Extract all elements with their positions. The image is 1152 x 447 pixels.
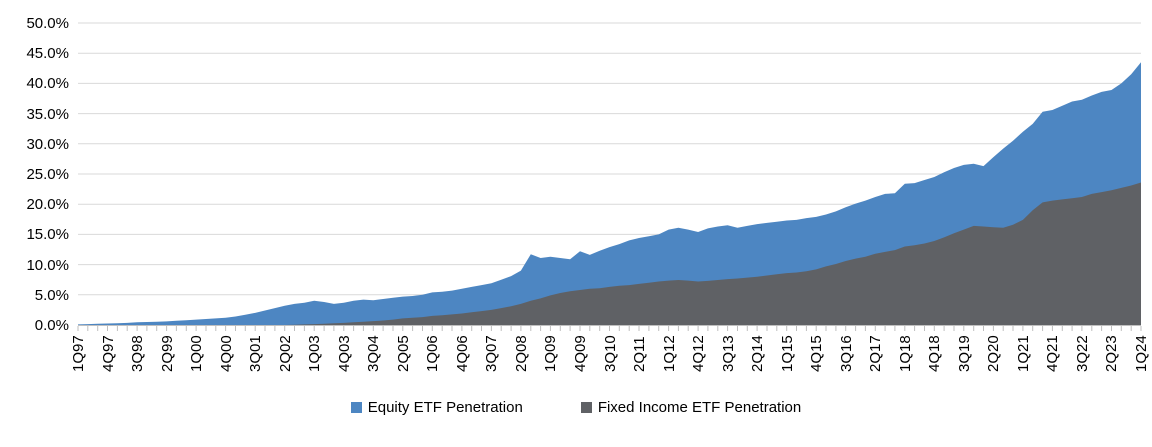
y-axis-label: 50.0% [26,15,69,32]
legend: Equity ETF Penetration Fixed Income ETF … [0,399,1152,416]
x-axis-label: 4Q00 [217,335,235,372]
y-axis-label: 0.0% [34,317,69,334]
x-axis-label: 1Q21 [1014,335,1032,372]
x-axis-label: 4Q21 [1044,335,1062,372]
x-axis-label: 3Q19 [955,335,973,372]
x-axis-label: 4Q15 [808,335,826,372]
x-axis-label: 2Q23 [1103,335,1121,372]
y-axis-label: 35.0% [26,105,69,123]
x-axis-label: 2Q08 [512,335,530,372]
x-axis-label: 3Q13 [719,335,737,372]
x-axis-label: 4Q09 [571,335,589,372]
x-axis-label: 2Q20 [985,335,1003,372]
x-axis-label: 4Q03 [335,335,353,372]
x-axis-label: 3Q01 [247,335,265,372]
fixed-income-legend-swatch [580,402,592,413]
x-axis-label: 1Q24 [1133,335,1150,372]
x-axis-label: 1Q97 [70,335,87,372]
x-axis-label: 2Q99 [158,335,176,372]
legend-item-equity: Equity ETF Penetration [350,399,523,416]
x-axis-label: 1Q18 [896,335,914,372]
fixed-income-legend-label: Fixed Income ETF Penetration [597,399,802,416]
x-axis-label: 1Q00 [188,335,206,372]
y-axis-label: 15.0% [26,226,69,244]
x-axis-label: 4Q12 [690,335,708,372]
equity-legend-swatch [350,402,362,413]
x-axis-label: 1Q15 [778,335,796,372]
y-axis-label: 30.0% [26,135,69,153]
x-axis-label: 3Q10 [601,335,619,372]
y-axis-label: 45.0% [26,45,69,63]
y-axis-label: 10.0% [26,256,69,274]
x-axis-line-and-ticks [77,325,1142,331]
equity-legend-label: Equity ETF Penetration [367,399,523,416]
y-axis-label: 40.0% [26,75,69,93]
area-series-group [78,62,1141,326]
x-axis-label: 1Q03 [306,335,324,372]
x-axis-label: 4Q97 [99,335,117,372]
x-axis-label: 2Q02 [276,335,294,372]
x-axis-label: 4Q18 [926,335,944,372]
fixed-income-area-series [78,182,1141,325]
x-axis-label: 2Q05 [394,335,412,372]
y-axis-label: 25.0% [26,166,69,183]
x-axis-label: 1Q09 [542,335,560,372]
x-axis-label: 2Q17 [867,335,885,372]
x-axis-label: 3Q16 [837,335,855,372]
x-axis-label: 3Q04 [365,335,383,372]
legend-item-fixed-income: Fixed Income ETF Penetration [580,399,802,416]
x-axis-label: 3Q98 [129,335,147,372]
y-axis-label: 5.0% [34,286,69,304]
x-axis-label: 4Q06 [453,335,471,372]
x-axis-label: 3Q22 [1073,335,1091,372]
x-axis-label: 1Q06 [424,335,442,372]
x-axis-label: 2Q11 [631,336,649,372]
x-axis-label: 2Q14 [749,335,767,372]
x-axis-label: 1Q12 [660,335,678,372]
y-axis-label: 20.0% [26,196,69,214]
x-axis-label: 3Q07 [483,335,501,372]
